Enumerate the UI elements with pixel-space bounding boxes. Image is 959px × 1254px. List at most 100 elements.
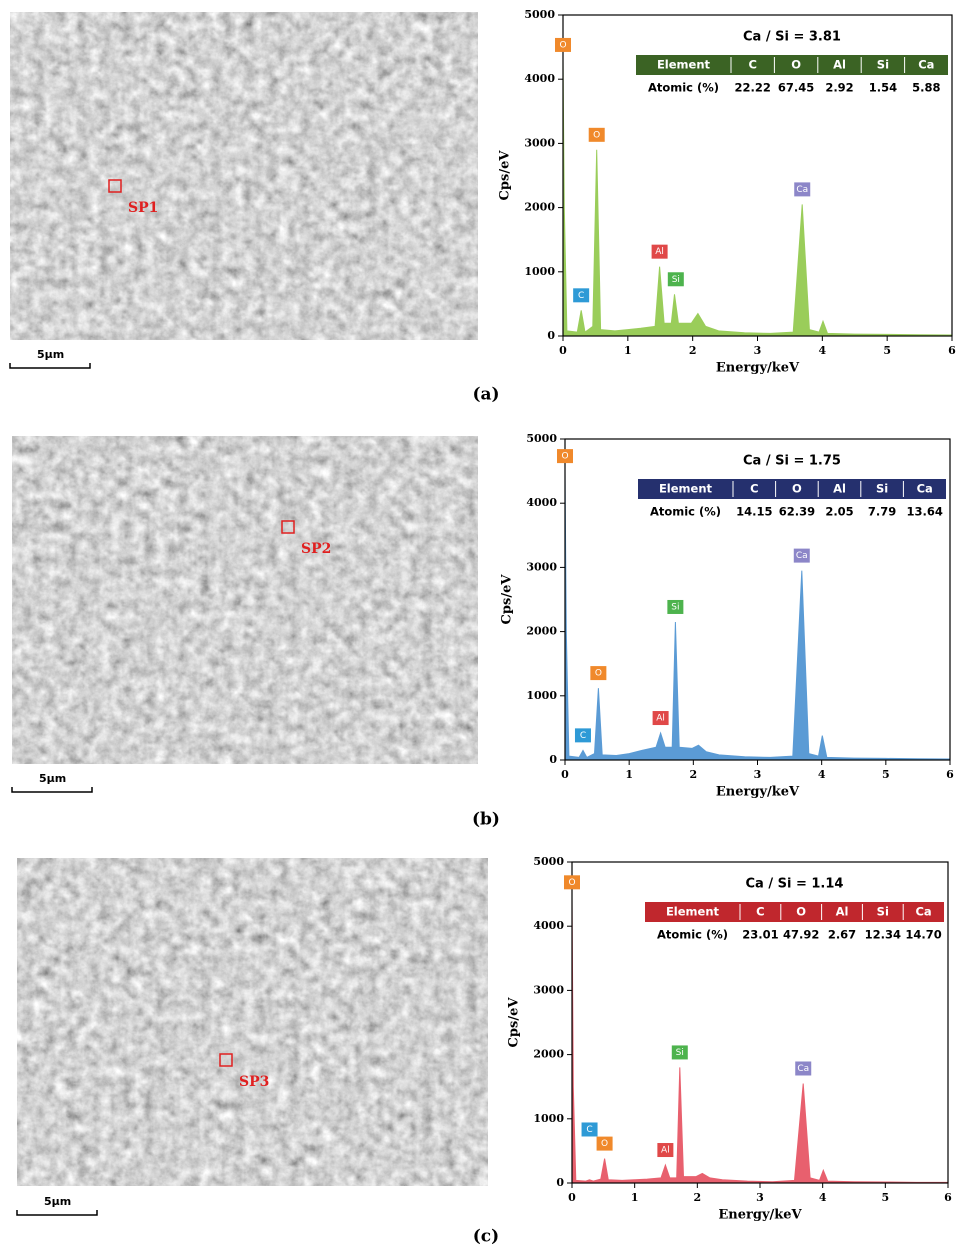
table-cell: 22.22 xyxy=(735,81,771,95)
y-tick-label: 5000 xyxy=(533,855,564,868)
x-tick-label: 4 xyxy=(818,768,826,781)
y-tick-label: 1000 xyxy=(526,689,557,702)
table-header: O xyxy=(792,482,802,496)
peak-label: O xyxy=(601,1139,608,1149)
table-header: Element xyxy=(657,58,711,72)
x-tick-label: 5 xyxy=(883,344,891,357)
x-tick-label: 3 xyxy=(754,344,762,357)
y-tick-label: 0 xyxy=(556,1176,564,1189)
panel-label: (c) xyxy=(473,1227,499,1247)
table-cell: 14.70 xyxy=(905,928,941,942)
y-tick-label: 3000 xyxy=(533,983,564,996)
table-header: Ca xyxy=(918,58,934,72)
peak-label: C xyxy=(580,731,586,741)
x-tick-label: 1 xyxy=(625,768,633,781)
x-tick-label: 6 xyxy=(948,344,956,357)
peak-label: O xyxy=(561,452,568,462)
scale-bar-label: 5μm xyxy=(44,1195,71,1208)
scale-bar-label: 5μm xyxy=(39,772,66,785)
spectrum xyxy=(563,60,952,336)
table-header: Element xyxy=(666,905,720,919)
spot-label: SP2 xyxy=(301,541,331,557)
scale-bar xyxy=(12,787,92,792)
table-cell: 14.15 xyxy=(736,505,772,519)
y-axis-title: Cps/eV xyxy=(498,150,513,201)
table-header: C xyxy=(756,905,764,919)
table-header: Ca xyxy=(917,482,933,496)
peak-label: Ca xyxy=(796,551,808,561)
table-header: Si xyxy=(877,905,889,919)
table-cell: Atomic (%) xyxy=(657,928,728,942)
peak-label: C xyxy=(586,1125,592,1135)
peak-label: Si xyxy=(672,275,680,285)
peak-label: O xyxy=(593,130,600,140)
table-header: Si xyxy=(876,482,888,496)
table-cell: 5.88 xyxy=(912,81,940,95)
scale-bar-label: 5μm xyxy=(37,348,64,361)
y-tick-label: 0 xyxy=(549,753,557,766)
y-tick-label: 1000 xyxy=(533,1112,564,1125)
table-cell: 47.92 xyxy=(783,928,819,942)
x-axis-title: Energy/keV xyxy=(716,785,800,800)
x-tick-label: 3 xyxy=(756,1191,764,1204)
table-header: Al xyxy=(836,905,849,919)
table-header: Ca xyxy=(915,905,931,919)
table-cell: 1.54 xyxy=(869,81,897,95)
x-tick-label: 6 xyxy=(944,1191,952,1204)
peak-label: O xyxy=(595,669,602,679)
y-tick-label: 1000 xyxy=(524,265,555,278)
y-tick-label: 2000 xyxy=(526,625,557,638)
panel-label: (b) xyxy=(472,810,500,830)
table-header: C xyxy=(750,482,758,496)
peak-label: Ca xyxy=(796,185,808,195)
x-tick-label: 2 xyxy=(694,1191,702,1204)
table-cell: Atomic (%) xyxy=(650,505,721,519)
y-tick-label: 5000 xyxy=(524,8,555,21)
table-cell: Atomic (%) xyxy=(648,81,719,95)
sem-image xyxy=(12,436,478,764)
table-header: O xyxy=(791,58,801,72)
peak-label: Al xyxy=(661,1146,670,1156)
table-cell: 7.79 xyxy=(868,505,896,519)
peak-label: O xyxy=(568,878,575,888)
table-header: Si xyxy=(877,58,889,72)
table-title: Ca / Si = 1.75 xyxy=(743,454,841,469)
x-tick-label: 1 xyxy=(631,1191,639,1204)
y-tick-label: 4000 xyxy=(524,72,555,85)
x-axis-title: Energy/keV xyxy=(716,361,800,376)
peak-label: Si xyxy=(671,602,679,612)
x-tick-label: 2 xyxy=(689,344,697,357)
table-cell: 12.34 xyxy=(865,928,901,942)
table-title: Ca / Si = 3.81 xyxy=(743,30,841,45)
y-tick-label: 4000 xyxy=(533,919,564,932)
x-tick-label: 3 xyxy=(754,768,762,781)
y-tick-label: 3000 xyxy=(524,136,555,149)
peak-label: O xyxy=(559,40,566,50)
x-tick-label: 0 xyxy=(559,344,567,357)
x-tick-label: 2 xyxy=(690,768,698,781)
y-tick-label: 3000 xyxy=(526,560,557,573)
x-tick-label: 4 xyxy=(819,344,827,357)
peak-label: Al xyxy=(655,247,664,257)
chart: 0100020003000400050000123456Energy/keVCp… xyxy=(507,855,953,1223)
y-axis-title: Cps/eV xyxy=(500,574,515,625)
x-tick-label: 4 xyxy=(819,1191,827,1204)
x-tick-label: 0 xyxy=(561,768,569,781)
sem-image xyxy=(10,12,478,340)
table-cell: 2.67 xyxy=(828,928,856,942)
table-header: Al xyxy=(833,482,846,496)
table-cell: 23.01 xyxy=(742,928,778,942)
sem-image xyxy=(17,858,488,1186)
table-header: O xyxy=(796,905,806,919)
x-axis-title: Energy/keV xyxy=(718,1208,802,1223)
spot-label: SP3 xyxy=(239,1074,269,1090)
peak-label: Al xyxy=(656,714,665,724)
scale-bar xyxy=(17,1210,97,1215)
table-cell: 13.64 xyxy=(907,505,943,519)
x-tick-label: 5 xyxy=(882,768,890,781)
figure: SP15μm(a)0100020003000400050000123456Ene… xyxy=(0,0,959,1250)
x-tick-label: 5 xyxy=(882,1191,890,1204)
y-tick-label: 5000 xyxy=(526,432,557,445)
table-title: Ca / Si = 1.14 xyxy=(746,877,844,892)
x-tick-label: 0 xyxy=(568,1191,576,1204)
